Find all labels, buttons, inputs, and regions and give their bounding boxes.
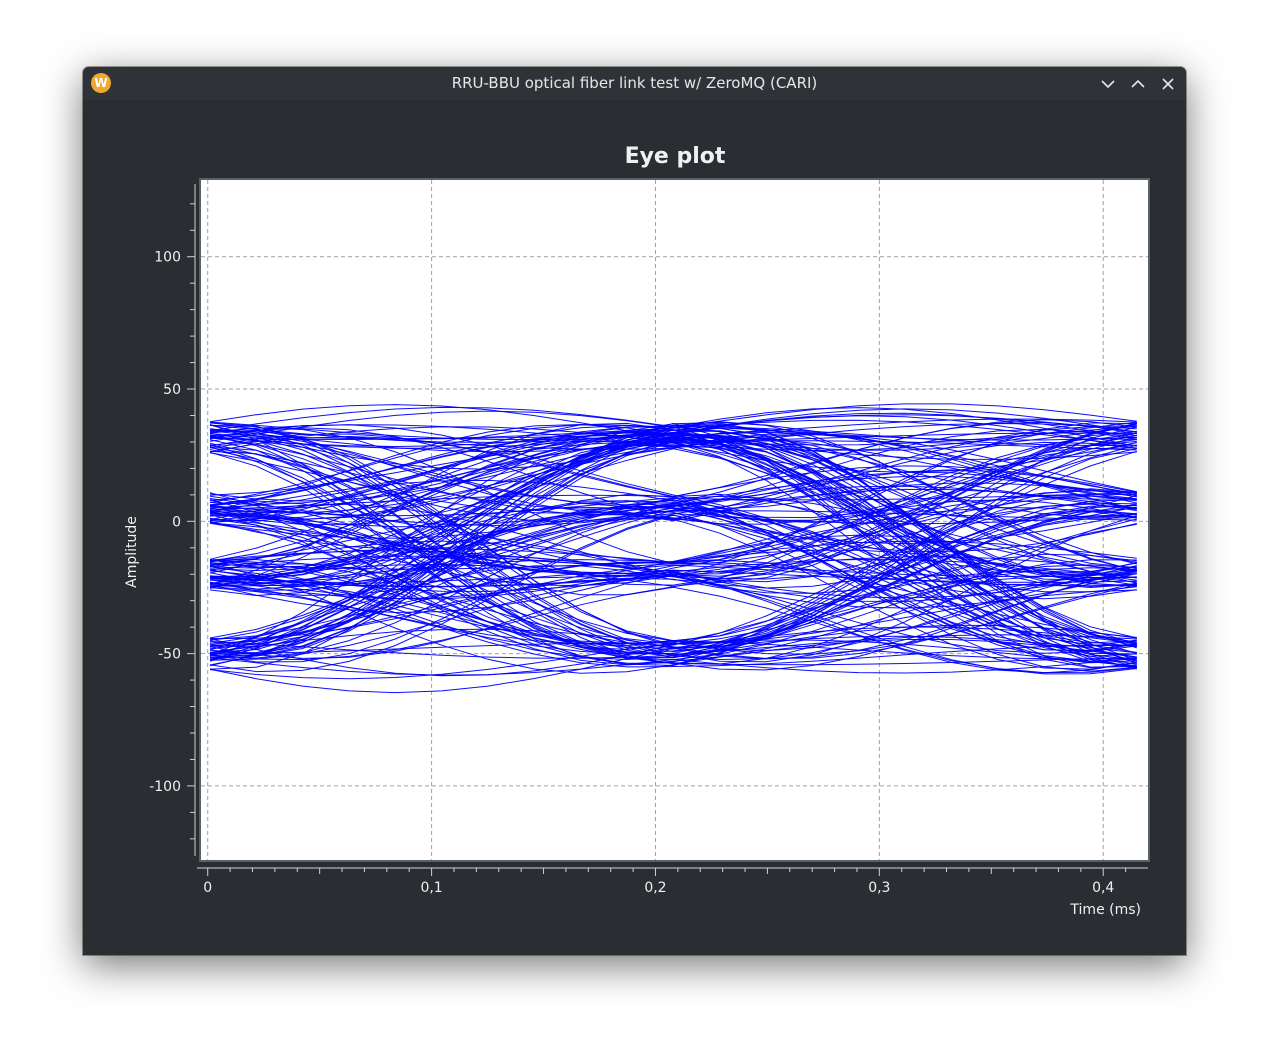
eye-trace-172: [209, 435, 1137, 638]
eye-trace-174: [209, 429, 1137, 657]
eye-trace-178: [209, 436, 1137, 522]
eye-trace-139: [209, 628, 1137, 667]
maximize-button[interactable]: [1127, 73, 1149, 95]
eye-trace-169: [209, 428, 1137, 522]
eye-trace-170: [209, 419, 1137, 498]
eye-trace-134: [209, 513, 1137, 666]
eye-trace-153: [209, 427, 1137, 661]
x-tick-label: 0,1: [420, 880, 442, 896]
eye-trace-162: [209, 434, 1137, 655]
eye-trace-89: [209, 426, 1137, 451]
eye-trace-156: [209, 430, 1137, 588]
eye-trace-55: [209, 429, 1137, 512]
eye-plot-chart: Eye plot 100 50 0 -50 -100 0 0,1 0,2 0,3 0,4 Amp…: [124, 144, 1150, 918]
y-axis: 100 50 0 -50 -100: [149, 184, 196, 856]
y-tick-label: -50: [158, 647, 181, 663]
y-tick-label: 0: [172, 514, 181, 530]
x-tick-label: 0,4: [1092, 880, 1114, 896]
eye-trace-113: [209, 423, 1137, 651]
eye-trace-110: [209, 424, 1137, 669]
eye-trace-125: [209, 469, 1137, 662]
eye-trace-175: [209, 502, 1137, 574]
eye-trace-88: [209, 433, 1137, 569]
eye-trace-112: [209, 426, 1137, 668]
chart-title: Eye plot: [625, 144, 726, 169]
eye-trace-146: [209, 440, 1137, 591]
eye-trace-126: [209, 429, 1137, 646]
eye-trace-135: [209, 500, 1137, 661]
app-window: RRU-BBU optical fiber link test w/ ZeroM…: [83, 67, 1186, 955]
eye-trace-97: [209, 657, 1137, 676]
eye-trace-117: [209, 564, 1137, 639]
eye-trace-115: [209, 559, 1137, 656]
close-icon: [1162, 78, 1174, 90]
eye-trace-160: [209, 421, 1137, 521]
eye-trace-164: [209, 422, 1137, 574]
y-axis-label: Amplitude: [124, 516, 140, 588]
eye-trace-60: [209, 427, 1137, 520]
chevron-down-icon: [1101, 80, 1115, 89]
eye-trace-171: [209, 561, 1137, 659]
app-icon[interactable]: W: [91, 73, 111, 93]
eye-trace-22: [209, 565, 1137, 680]
eye-trace-51: [209, 511, 1137, 670]
eye-trace-85: [209, 540, 1137, 600]
eye-trace-46: [209, 518, 1137, 650]
close-button[interactable]: [1157, 73, 1179, 95]
eye-trace-133: [209, 502, 1137, 587]
x-axis-label: Time (ms): [1069, 902, 1141, 918]
x-axis: 0 0,1 0,2 0,3 0,4: [197, 867, 1148, 896]
eye-trace-131: [209, 426, 1137, 648]
x-tick-label: 0: [203, 880, 212, 896]
eye-trace-27: [209, 570, 1137, 668]
eye-trace-157: [209, 421, 1137, 470]
eye-trace-177: [209, 433, 1137, 586]
window-title: RRU-BBU optical fiber link test w/ ZeroM…: [451, 74, 818, 92]
eye-traces: [209, 403, 1137, 694]
eye-trace-86: [209, 506, 1137, 651]
eye-trace-163: [209, 503, 1137, 586]
eye-trace-167: [209, 423, 1137, 513]
eye-trace-63: [209, 429, 1137, 653]
x-tick-label: 0,3: [868, 880, 890, 896]
y-tick-label: 100: [154, 250, 181, 266]
x-tick-label: 0,2: [644, 880, 666, 896]
eye-trace-138: [209, 422, 1137, 649]
chevron-up-icon: [1131, 79, 1145, 88]
eye-trace-145: [209, 444, 1137, 653]
eye-trace-151: [209, 549, 1137, 647]
minimize-button[interactable]: [1097, 73, 1119, 95]
title-bar[interactable]: RRU-BBU optical fiber link test w/ ZeroM…: [83, 67, 1186, 100]
eye-trace-158: [209, 446, 1137, 658]
eye-trace-176: [209, 503, 1137, 578]
eye-trace-144: [209, 498, 1137, 672]
eye-trace-102: [209, 425, 1137, 581]
y-tick-label: -100: [149, 779, 181, 795]
eye-trace-179: [209, 432, 1137, 588]
y-tick-label: 50: [163, 382, 181, 398]
eye-trace-98: [209, 503, 1137, 580]
eye-trace-123: [209, 444, 1137, 665]
